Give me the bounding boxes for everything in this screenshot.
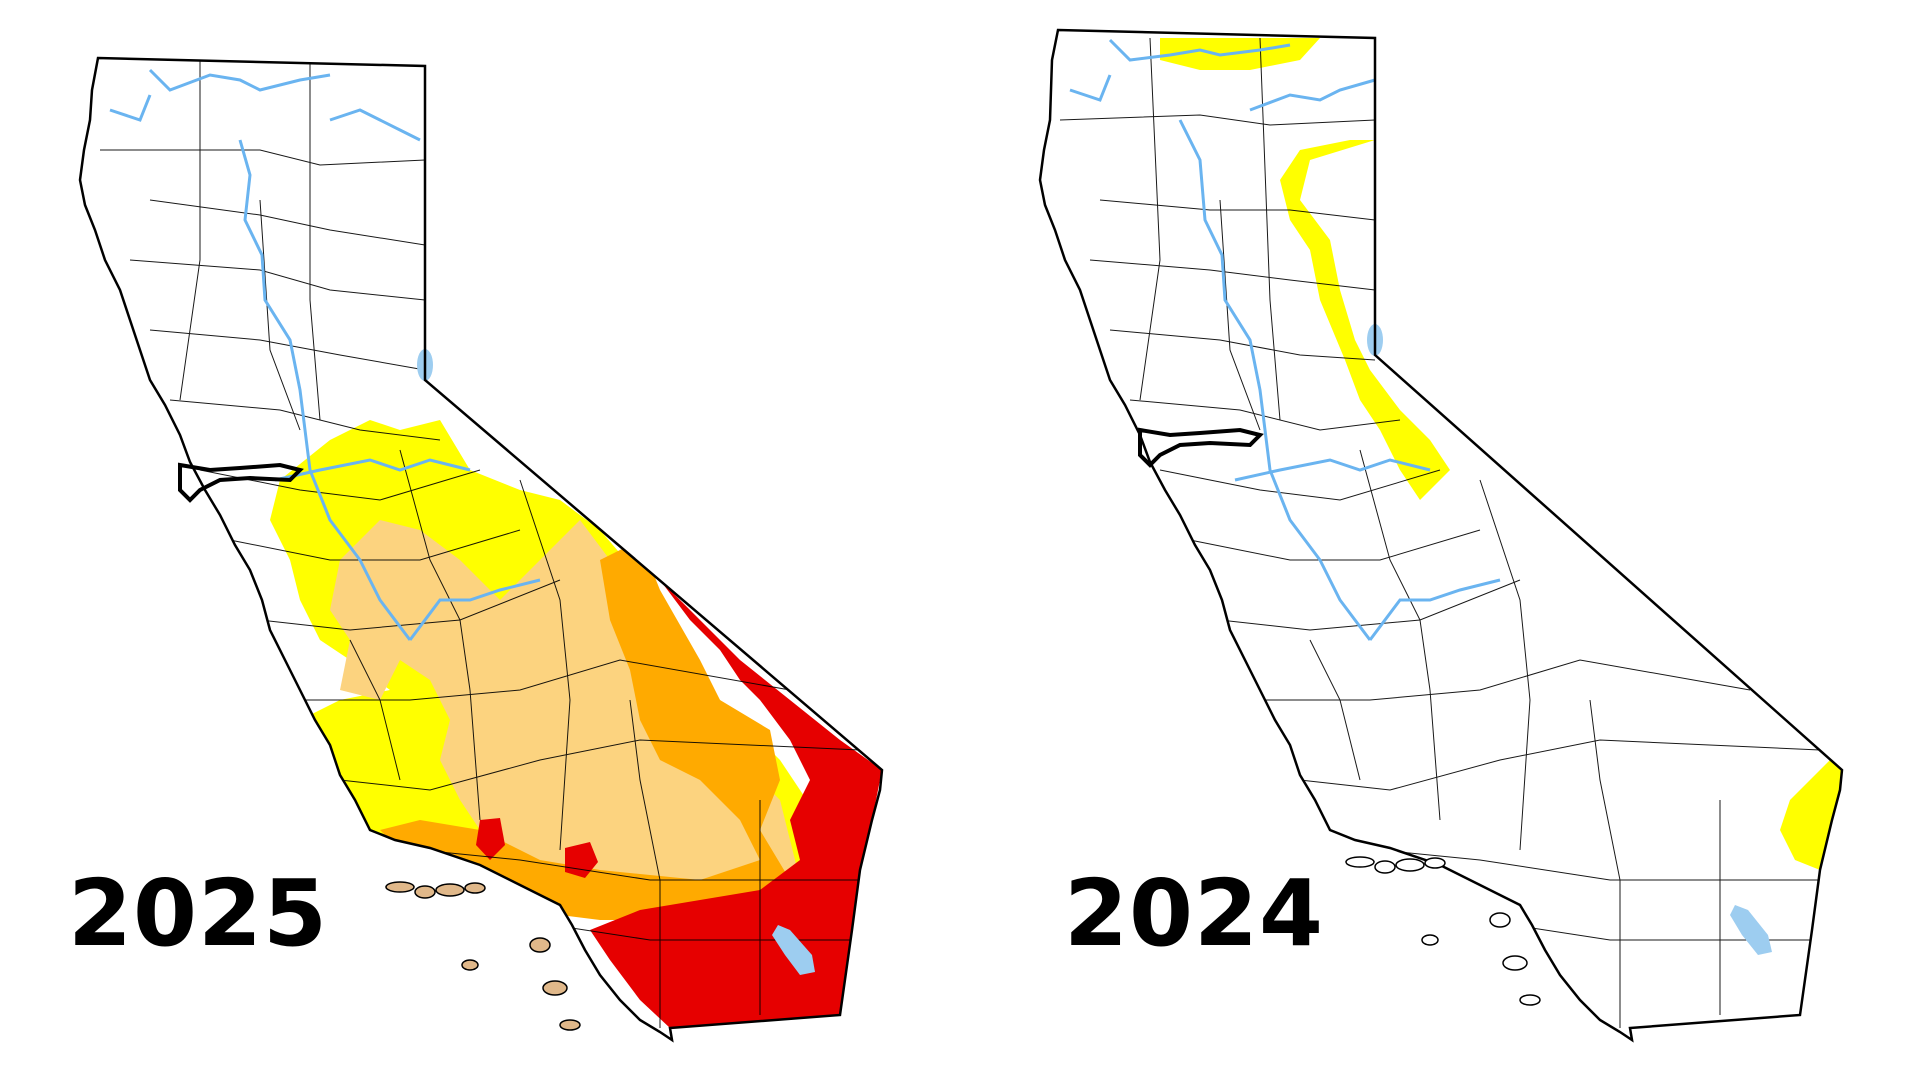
drought-zone-severe <box>380 540 800 920</box>
county-boundaries-2025 <box>100 60 861 1028</box>
drought-zone-extreme-patch-2 <box>565 842 598 878</box>
drought-zone-extreme <box>590 580 882 1028</box>
california-map-2024 <box>1038 28 1844 1043</box>
salton-sea <box>1730 905 1772 955</box>
drought-zone-moderate <box>330 520 800 900</box>
bay-area <box>1138 427 1264 468</box>
year-label-2024: 2024 <box>1064 860 1325 967</box>
california-map-2025 <box>78 56 884 1043</box>
channel-islands-2025 <box>385 881 581 1031</box>
state-border-2024 <box>1038 28 1844 1043</box>
salton-sea <box>772 925 815 975</box>
bay-area <box>178 462 304 503</box>
map-panel-2024: 2024 <box>960 0 1920 1080</box>
state-border-2025 <box>78 56 884 1043</box>
drought-zone-abnormally-dry-east <box>1280 140 1450 500</box>
rivers-2024 <box>1069 38 1501 641</box>
drought-zone-extreme-patch <box>476 818 505 860</box>
state-outline-2024 <box>1040 30 1842 1040</box>
channel-islands-2024 <box>1345 856 1541 1006</box>
year-label-2025: 2025 <box>68 860 329 967</box>
map-panel-2025: 2025 <box>68 56 884 1043</box>
county-boundaries-2024 <box>1059 37 1821 1028</box>
rivers-2025 <box>109 68 541 641</box>
